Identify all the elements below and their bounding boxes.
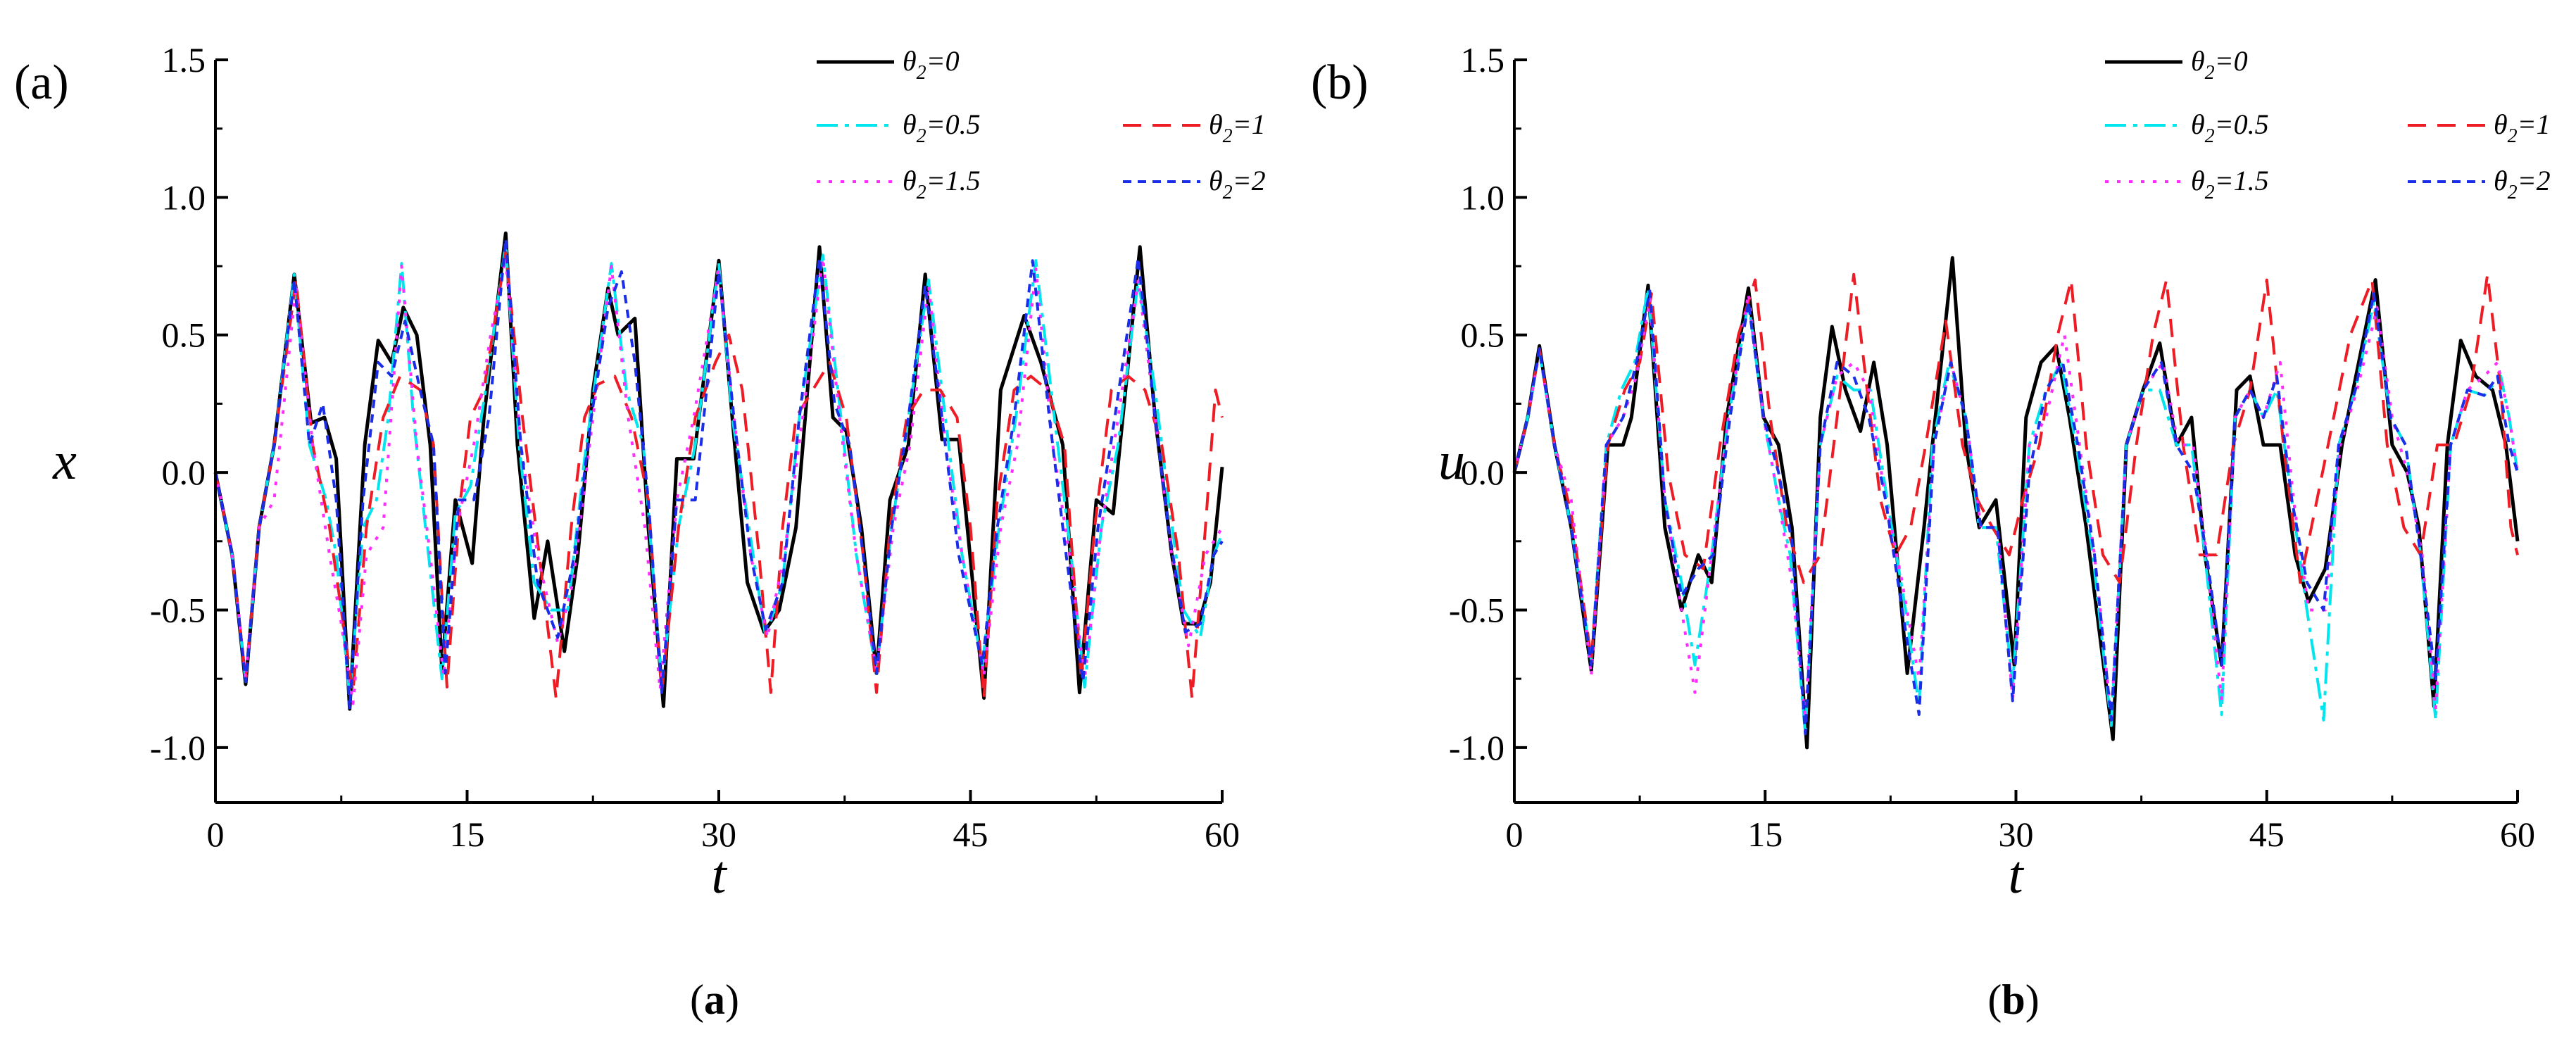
y-tick-label: -0.5 xyxy=(1449,590,1504,629)
series-line-2 xyxy=(214,251,1224,700)
panel-a: 0 15 30 45 60 -1.0 -0.5 0.0 0.5 1.0 1.5 t x (a) θ2=0 θ2… xyxy=(14,40,1266,1023)
x-tick-label: 60 xyxy=(2500,815,2535,854)
panel-b: 0 15 30 45 60 -1.0 -0.5 0.0 0.5 1.0 1.5 t u (b) θ2=0 θ2… xyxy=(1311,40,2551,1023)
x-tick-label: 0 xyxy=(1506,815,1523,854)
x-tick-label: 0 xyxy=(207,815,225,854)
x-tick-label: 60 xyxy=(1205,815,1240,854)
x-axis-title: t xyxy=(711,846,727,905)
x-tick-label: 30 xyxy=(701,815,736,854)
legend-label: θ2=2 xyxy=(1209,165,1266,203)
legend-label: θ2=1.5 xyxy=(2191,165,2269,203)
legend-label: θ2=1 xyxy=(1209,108,1266,147)
y-axis-title: x xyxy=(52,432,77,491)
series-line-3 xyxy=(1513,292,2519,722)
y-tick-label: 0.5 xyxy=(162,315,206,355)
y-tick-label: 1.0 xyxy=(162,177,206,217)
y-tick-label: 0.5 xyxy=(1461,315,1505,355)
legend-label: θ2=1 xyxy=(2494,108,2551,147)
figure-caption: (b) xyxy=(1987,976,2039,1023)
y-tick-label: 1.5 xyxy=(162,40,206,80)
x-tick-label: 45 xyxy=(2249,815,2285,854)
x-axis-title: t xyxy=(2008,846,2024,905)
x-tick-label: 15 xyxy=(1747,815,1783,854)
legend-label: θ2=0 xyxy=(903,45,960,84)
y-tick-label: 1.5 xyxy=(1461,40,1505,80)
y-tick-label: 1.0 xyxy=(1461,177,1505,217)
y-tick-label: 0.0 xyxy=(162,453,206,492)
panel-tag: (b) xyxy=(1311,56,1369,110)
legend-label: θ2=0.5 xyxy=(2191,108,2269,147)
legend-label: θ2=0.5 xyxy=(903,108,981,147)
legend-label: θ2=1.5 xyxy=(903,165,981,203)
y-tick-label: 0.0 xyxy=(1461,453,1505,492)
legend-label: θ2=2 xyxy=(2494,165,2551,203)
y-tick-label: -1.0 xyxy=(1449,728,1504,767)
x-tick-label: 15 xyxy=(450,815,485,854)
series-line-4 xyxy=(1513,289,2519,736)
legend-label: θ2=0 xyxy=(2191,45,2248,84)
series-line-2 xyxy=(1513,272,2519,661)
y-tick-label: -0.5 xyxy=(150,590,206,629)
series-line-4 xyxy=(214,237,1224,711)
panel-tag: (a) xyxy=(14,56,69,110)
x-tick-label: 30 xyxy=(1999,815,2034,854)
y-axis-title: u xyxy=(1438,432,1465,491)
series-line-0 xyxy=(213,231,1224,711)
series-line-1 xyxy=(214,242,1224,700)
y-tick-label: -1.0 xyxy=(150,728,206,767)
x-tick-label: 45 xyxy=(953,815,988,854)
figure-caption: (a) xyxy=(690,976,739,1023)
